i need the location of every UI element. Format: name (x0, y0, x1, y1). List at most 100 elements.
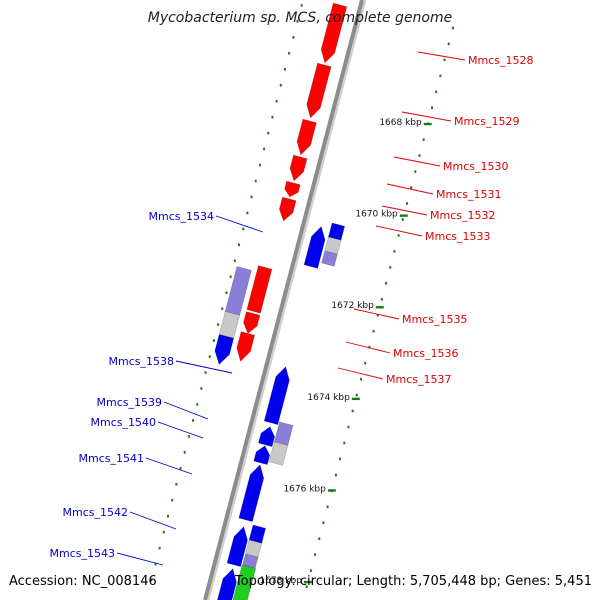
ruler-dot-left (314, 553, 317, 556)
gene-label-mmcs_1531-leader (386, 183, 434, 195)
gene-mmcs_1531[interactable] (289, 154, 308, 182)
genome-backbone (203, 0, 364, 600)
ruler-dot-left (351, 409, 354, 413)
gene-label-mmcs_1541[interactable]: Mmcs_1541 (79, 452, 144, 465)
ruler-dot-right (175, 482, 178, 486)
ruler-dot-right (246, 211, 249, 215)
ruler-tick-label: 1672 kbp (331, 301, 374, 311)
accession-label: Accession: NC_008146 (9, 574, 157, 589)
ruler-dot-right (229, 275, 232, 279)
ruler-dot-left (343, 441, 346, 445)
ruler-dot-right (267, 131, 270, 135)
gene-mmcs_1535[interactable] (243, 311, 261, 334)
gene-label-mmcs_1533[interactable]: Mmcs_1533 (425, 230, 490, 243)
gene-mmcs_1538[interactable] (263, 366, 290, 425)
gene-mmcs_1539[interactable] (268, 441, 289, 466)
ruler-dot-left (347, 425, 350, 429)
gene-label-mmcs_1543-leader (116, 552, 164, 566)
gene-mmcs_1528[interactable] (320, 2, 348, 64)
ruler-tick-label: 1668 kbp (379, 118, 422, 128)
ruler-dot-left (401, 218, 404, 221)
gene-mmcs_1539[interactable] (273, 421, 294, 446)
ruler-dot-left (309, 569, 312, 572)
gene-label-mmcs_1531[interactable]: Mmcs_1531 (436, 188, 501, 201)
ruler-dot-right (271, 115, 274, 119)
gene-mmcs_1543[interactable] (217, 568, 237, 600)
ruler-dot-right (179, 467, 182, 470)
ruler-dot-left (447, 42, 450, 46)
gene-label-mmcs_1532[interactable]: Mmcs_1532 (430, 209, 495, 222)
ruler-dot-right (296, 20, 299, 23)
gene-label-mmcs_1533-leader (375, 225, 423, 237)
gene-label-mmcs_1540[interactable]: Mmcs_1540 (91, 416, 156, 429)
gene-mmcs_1537[interactable] (218, 311, 241, 339)
gene-label-mmcs_1542-leader (129, 511, 177, 530)
ruler-dot-right (254, 179, 257, 183)
gene-label-mmcs_1528[interactable]: Mmcs_1528 (468, 54, 533, 67)
ruler-dot-right (150, 578, 153, 582)
gene-label-mmcs_1536[interactable]: Mmcs_1536 (393, 347, 458, 360)
ruler-dot-left (364, 361, 367, 365)
ruler-dot-left (322, 521, 325, 525)
gene-label-mmcs_1535[interactable]: Mmcs_1535 (402, 313, 467, 326)
genome-summary: Topology: circular; Length: 5,705,448 bp… (234, 574, 592, 589)
gene-mmcs_1541[interactable] (238, 464, 265, 522)
gene-label-mmcs_1541-leader (145, 457, 193, 475)
ruler-dot-right (263, 147, 266, 151)
ruler-dot-right (208, 355, 211, 358)
gene-mmcs_1529[interactable] (306, 62, 332, 119)
ruler-dot-left (334, 473, 337, 477)
gene-label-mmcs_1542[interactable]: Mmcs_1542 (63, 506, 128, 519)
gene-mmcs_1536[interactable] (236, 331, 256, 362)
gene-label-mmcs_1536-leader (345, 341, 391, 354)
ruler-dot-left (431, 106, 434, 110)
ruler-tick-label: 1670 kbp (355, 210, 398, 220)
gene-label-mmcs_1529[interactable]: Mmcs_1529 (454, 115, 519, 128)
gene-mmcs_1542[interactable] (242, 553, 259, 569)
ruler-dot-left (393, 250, 396, 253)
gene-mmcs_1542[interactable] (226, 526, 248, 567)
gene-mmcs_1532[interactable] (284, 180, 301, 198)
gene-mmcs_1534[interactable] (321, 250, 338, 267)
gene-label-mmcs_1538[interactable]: Mmcs_1538 (109, 355, 174, 368)
ruler-tick-label: 1674 kbp (307, 393, 350, 403)
ruler-dot-left (360, 377, 363, 381)
gene-mmcs_1533[interactable] (279, 196, 297, 222)
gene-label-mmcs_1529-leader (401, 111, 452, 122)
ruler-dot-right (167, 514, 170, 518)
gene-mmcs_1537[interactable] (214, 334, 235, 365)
ruler-dot-right (196, 403, 199, 406)
ruler-dot-right (300, 4, 303, 7)
gene-mmcs_1534[interactable] (303, 225, 326, 269)
gene-label-mmcs_1543[interactable]: Mmcs_1543 (50, 547, 115, 560)
gene-label-mmcs_1534[interactable]: Mmcs_1534 (149, 210, 214, 223)
ruler-dot-left (405, 202, 408, 205)
ruler-dot-left (385, 282, 388, 285)
gene-mmcs_1540[interactable] (253, 445, 271, 465)
ruler-dot-right (233, 259, 236, 263)
ruler-dot-right (275, 99, 278, 103)
ruler-dot-right (258, 163, 261, 167)
ruler-dot-right (187, 435, 190, 438)
gene-label-mmcs_1537[interactable]: Mmcs_1537 (386, 373, 451, 386)
gene-mmcs_1530[interactable] (296, 118, 317, 156)
ruler-dot-right (225, 291, 228, 295)
ruler-dot-left (339, 457, 342, 461)
ruler-dot-right (283, 67, 286, 71)
ruler-dot-right (242, 227, 245, 231)
ruler-dot-right (250, 195, 253, 199)
ruler-dot-left (435, 90, 438, 94)
gene-mmcs_1535[interactable] (246, 265, 273, 314)
gene-mmcs_1543[interactable] (231, 564, 257, 600)
ruler-dot-left (326, 505, 329, 509)
ruler-dot-left (439, 74, 442, 78)
gene-label-mmcs_1539[interactable]: Mmcs_1539 (97, 396, 162, 409)
gene-mmcs_1540[interactable] (258, 426, 275, 447)
ruler-dot-left (389, 266, 392, 269)
gene-label-mmcs_1530[interactable]: Mmcs_1530 (443, 160, 508, 173)
ruler-dot-left (443, 58, 446, 62)
ruler-dot-right (171, 498, 174, 502)
ruler-dot-right (204, 371, 207, 374)
